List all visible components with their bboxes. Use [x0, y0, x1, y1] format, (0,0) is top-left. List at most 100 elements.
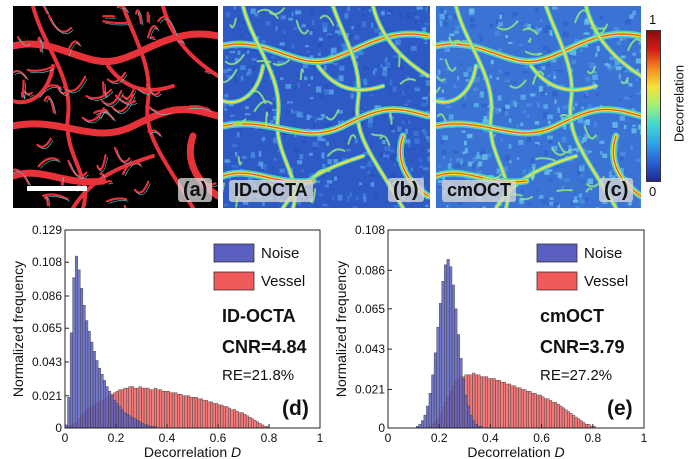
noise-bar: [123, 412, 127, 429]
vessel-bar: [538, 394, 542, 429]
vessel-bar: [564, 409, 568, 429]
vessel-bar: [549, 400, 553, 429]
vessel-bar: [533, 392, 537, 429]
x-tick-label: 0: [385, 431, 392, 445]
y-tick-label: 0.043: [355, 342, 385, 356]
vessel-bar: [248, 417, 252, 429]
legend-swatch-noise: [536, 243, 578, 263]
vessel-bar: [472, 372, 476, 429]
y-tick-label: 0: [378, 421, 385, 435]
vessel-bar: [205, 400, 208, 429]
vessel-bar: [227, 407, 231, 429]
panel-label-a: (a): [178, 178, 213, 202]
vessel-bar: [164, 390, 168, 429]
vessel-bar: [199, 398, 203, 429]
vessel-bar: [169, 392, 173, 429]
vessel-bar: [146, 387, 150, 429]
colorbar-min-label: 0: [649, 184, 657, 199]
vessel-bar: [559, 405, 563, 429]
vessel-bar: [541, 396, 545, 429]
noise-bar: [133, 418, 137, 429]
vessel-bar: [579, 420, 583, 429]
noise-bar: [108, 390, 112, 429]
vessel-bar: [505, 383, 509, 429]
vessel-bar: [207, 401, 211, 429]
noise-bar: [436, 326, 440, 429]
vessel-mask-image: [13, 6, 218, 208]
noise-bar: [120, 409, 124, 429]
legend-label-vessel: Vessel: [261, 273, 305, 290]
noise-bar: [97, 367, 101, 429]
plot-frame: [387, 229, 645, 429]
vessel-bar: [156, 389, 160, 429]
vessel-bar: [490, 378, 494, 429]
x-tick-label: 0.4: [482, 431, 499, 445]
vessel-bar: [176, 394, 180, 429]
vessel-bar: [210, 401, 214, 429]
noise-bar: [67, 397, 71, 429]
y-tick-label: 0.021: [355, 383, 385, 397]
vessel-bar: [161, 390, 165, 429]
vessel-bar: [569, 413, 573, 429]
vessel-bar: [577, 418, 581, 429]
vessel-bar: [143, 387, 147, 429]
noise-bar: [118, 406, 122, 429]
vessel-bar: [220, 404, 224, 429]
panel-label: (d): [282, 397, 309, 420]
panel-label-b: (b): [388, 178, 424, 202]
noise-bar: [446, 259, 450, 429]
panel-label-c: (c): [599, 178, 634, 202]
annotation-text: RE=27.2%: [540, 367, 612, 384]
vessel-bar: [482, 376, 486, 429]
noise-bar: [80, 288, 84, 429]
vessel-bar: [536, 394, 540, 429]
vessel-bar: [584, 424, 588, 429]
vessel-bar: [582, 422, 586, 429]
noise-bar: [105, 386, 109, 429]
y-tick-label: 0.021: [32, 389, 62, 403]
noise-bar: [469, 414, 473, 429]
noise-bar: [82, 305, 86, 429]
plot-frame: [64, 229, 321, 429]
x-axis-label: Decorrelation D: [144, 444, 241, 459]
noise-bar: [444, 264, 448, 429]
vessel-bar: [194, 397, 198, 429]
y-tick-label: 0: [55, 421, 62, 435]
vessel-bar: [245, 415, 249, 429]
y-axis-label: Normalized frequency: [333, 261, 349, 397]
vessel-bar: [184, 395, 188, 429]
vessel-bar: [551, 402, 555, 429]
legend-swatch-noise: [213, 243, 255, 263]
noise-bar: [418, 424, 422, 429]
noise-bar: [454, 308, 458, 429]
noise-bar: [426, 405, 430, 429]
y-tick-label: 0.086: [32, 289, 62, 303]
noise-bar: [100, 374, 104, 429]
legend-swatch-vessel: [536, 271, 578, 291]
noise-bar: [467, 405, 471, 429]
vessel-bar: [515, 387, 519, 429]
x-tick-label: 0.2: [431, 431, 448, 445]
cmoct-image: [436, 6, 641, 208]
vessel-bar: [238, 412, 242, 429]
panel-c-cmoct-map: cmOCT (c): [436, 6, 641, 208]
x-tick-label: 1: [317, 431, 324, 445]
vessel-bar: [546, 398, 550, 429]
vessel-bar: [141, 387, 145, 429]
panel-label: (e): [607, 397, 633, 420]
y-tick-label: 0.108: [32, 255, 62, 269]
vessel-bar: [485, 376, 489, 429]
noise-bar: [72, 277, 76, 429]
noise-bar: [103, 380, 106, 429]
vessel-bar: [554, 402, 558, 429]
noise-bar: [428, 392, 432, 429]
vessel-bar: [222, 406, 226, 429]
vessel-bar: [518, 387, 522, 429]
vessel-bar: [531, 392, 535, 429]
vessel-bar: [543, 398, 547, 429]
vessel-bar: [587, 424, 591, 429]
annotation-text: cmOCT: [540, 306, 604, 326]
noise-bar: [433, 352, 437, 429]
noise-bar: [92, 351, 96, 429]
vessel-bar: [513, 385, 517, 429]
